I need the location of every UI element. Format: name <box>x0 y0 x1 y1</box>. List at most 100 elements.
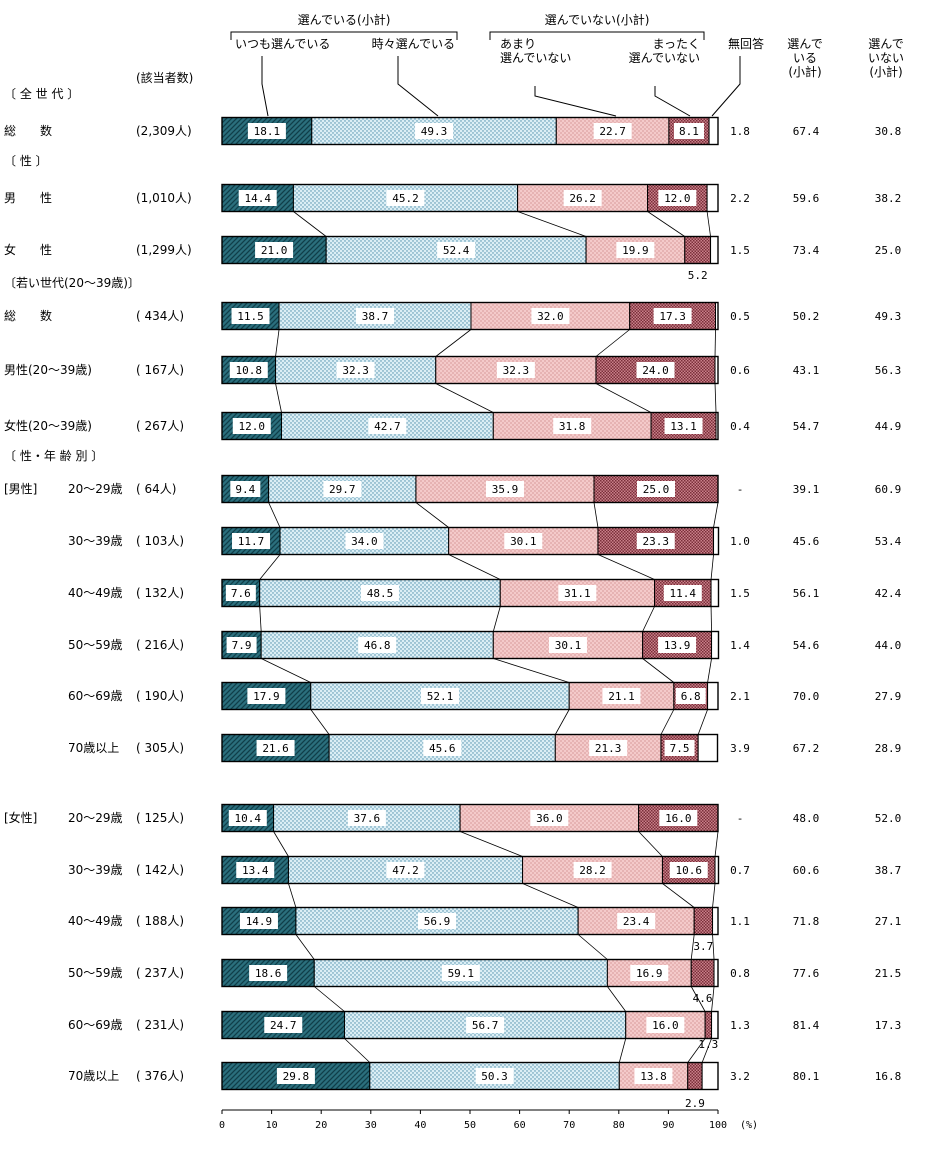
no-answer-value: 0.5 <box>730 310 750 323</box>
label-backdrop <box>255 242 294 258</box>
label-backdrop <box>637 481 675 497</box>
connector-line <box>268 502 281 528</box>
connector-line <box>295 934 315 960</box>
label-backdrop <box>264 1017 303 1033</box>
bar-outline <box>221 526 720 556</box>
label-backdrop <box>249 965 288 981</box>
label-backdrop <box>239 913 278 929</box>
bar-value-label: 35.9 <box>492 483 519 496</box>
connector-line <box>706 211 711 237</box>
row-labels: 〔 全 世 代 〕〔 性 〕〔若い世代(20～39歳)〕〔 性・年 齢 別 〕総… <box>4 86 192 1083</box>
bar-value-label: 3.7 <box>693 940 713 953</box>
row-count: ( 125人) <box>136 811 184 825</box>
bar-value-label: 38.7 <box>362 310 389 323</box>
row-label: 女 性 <box>4 242 52 257</box>
bar-value-label: 13.8 <box>640 1070 667 1083</box>
bracket-selecting <box>230 31 458 40</box>
row-count: ( 132人) <box>136 586 184 600</box>
x-tick-label: 90 <box>662 1120 674 1131</box>
connector-line <box>493 658 570 683</box>
bar-outline <box>221 630 720 660</box>
bar-value-label: 6.8 <box>681 690 701 703</box>
subtotal-yes-value: 67.4 <box>793 125 820 138</box>
label-backdrop <box>420 688 459 704</box>
no-answer-value: 1.1 <box>730 915 750 928</box>
subtotal-no-value: 30.8 <box>875 125 902 138</box>
no-answer-value: - <box>737 483 744 496</box>
bar-outline <box>221 235 719 265</box>
bar-value-label: 29.7 <box>329 483 356 496</box>
bar-value-label: 56.7 <box>472 1019 499 1032</box>
no-answer-value: 3.9 <box>730 742 750 755</box>
label-backdrop <box>646 1017 685 1033</box>
bar-segment <box>693 907 714 935</box>
bar-value-label: 13.1 <box>670 420 697 433</box>
bar-value-label: 7.6 <box>231 587 251 600</box>
connector-lines <box>259 211 719 1063</box>
label-backdrop <box>675 688 706 704</box>
bar-value-label: 21.0 <box>261 244 288 257</box>
label-backdrop <box>232 418 271 434</box>
label-backdrop <box>466 1017 505 1033</box>
section-label: 〔 性 〕 <box>4 154 48 168</box>
subtotal-yes-value: 39.1 <box>793 483 820 496</box>
row-group-label: [男性] <box>4 482 37 496</box>
legend-label: 無回答 <box>728 36 764 51</box>
connector-line <box>712 934 715 960</box>
connector-line <box>710 554 714 580</box>
no-answer-value: 0.8 <box>730 967 750 980</box>
connector-line <box>275 329 280 357</box>
label-backdrop <box>276 1068 315 1084</box>
connector-line <box>293 211 327 237</box>
no-answer-value: 1.0 <box>730 535 750 548</box>
no-answer-value: 0.6 <box>730 364 750 377</box>
bar-value-label: 36.0 <box>536 812 563 825</box>
subtotal-yes-value: 70.0 <box>793 690 820 703</box>
no-answer-value: 2.1 <box>730 690 750 703</box>
bar-value-label: 59.1 <box>448 967 475 980</box>
bar-value-label: 52.4 <box>443 244 470 257</box>
subtotal-yes-value: 43.1 <box>793 364 820 377</box>
bar-value-label: 23.4 <box>623 915 650 928</box>
no-answer-value: 1.8 <box>730 125 750 138</box>
bar-row: 29.8 50.3 13.8 2.9 3.2 80.1 16.8 <box>221 1061 901 1110</box>
bar-segment <box>706 184 719 212</box>
bar-outline <box>221 301 719 331</box>
bar-value-label: 7.9 <box>232 639 252 652</box>
subtotal-no-value: 44.0 <box>875 639 902 652</box>
connector-line <box>642 658 675 683</box>
row-label: 70歳以上 <box>68 741 119 755</box>
bar-value-label: 4.6 <box>693 992 713 1005</box>
bar-value-label: 16.9 <box>636 967 663 980</box>
subtotal-no-value: 27.9 <box>875 690 902 703</box>
bar-value-label: 24.7 <box>270 1019 297 1032</box>
bar-value-label: 16.0 <box>665 812 692 825</box>
connector-line <box>701 1038 712 1063</box>
bracket-not-selecting <box>489 31 705 40</box>
bar-segment <box>711 631 719 659</box>
row-label: 60～69歳 <box>68 689 123 703</box>
row-label: 女性(20～39歳) <box>4 418 92 433</box>
col-header-subtotal-yes: いる <box>793 51 817 65</box>
bar-outline <box>221 355 719 385</box>
row-count: (1,299人) <box>136 243 192 257</box>
label-backdrop <box>653 308 692 324</box>
label-backdrop <box>636 362 675 378</box>
connector-line <box>310 709 330 735</box>
connector-line <box>713 502 719 528</box>
label-backdrop <box>553 418 592 434</box>
bar-row: 10.4 37.6 36.0 16.0 - 48.0 52.0 <box>221 803 901 833</box>
label-backdrop <box>437 242 476 258</box>
no-answer-value: 0.4 <box>730 420 750 433</box>
connector-line <box>597 554 655 580</box>
bar-value-label: 14.9 <box>246 915 273 928</box>
label-backdrop <box>531 308 570 324</box>
label-backdrop <box>336 362 375 378</box>
bar-value-label: 32.3 <box>503 364 530 377</box>
connector-line <box>415 502 449 528</box>
connector-line <box>618 1038 627 1063</box>
label-backdrop <box>225 585 256 601</box>
bar-value-label: 10.6 <box>675 864 702 877</box>
label-backdrop <box>663 585 702 601</box>
subtotal-yes-value: 73.4 <box>793 244 820 257</box>
